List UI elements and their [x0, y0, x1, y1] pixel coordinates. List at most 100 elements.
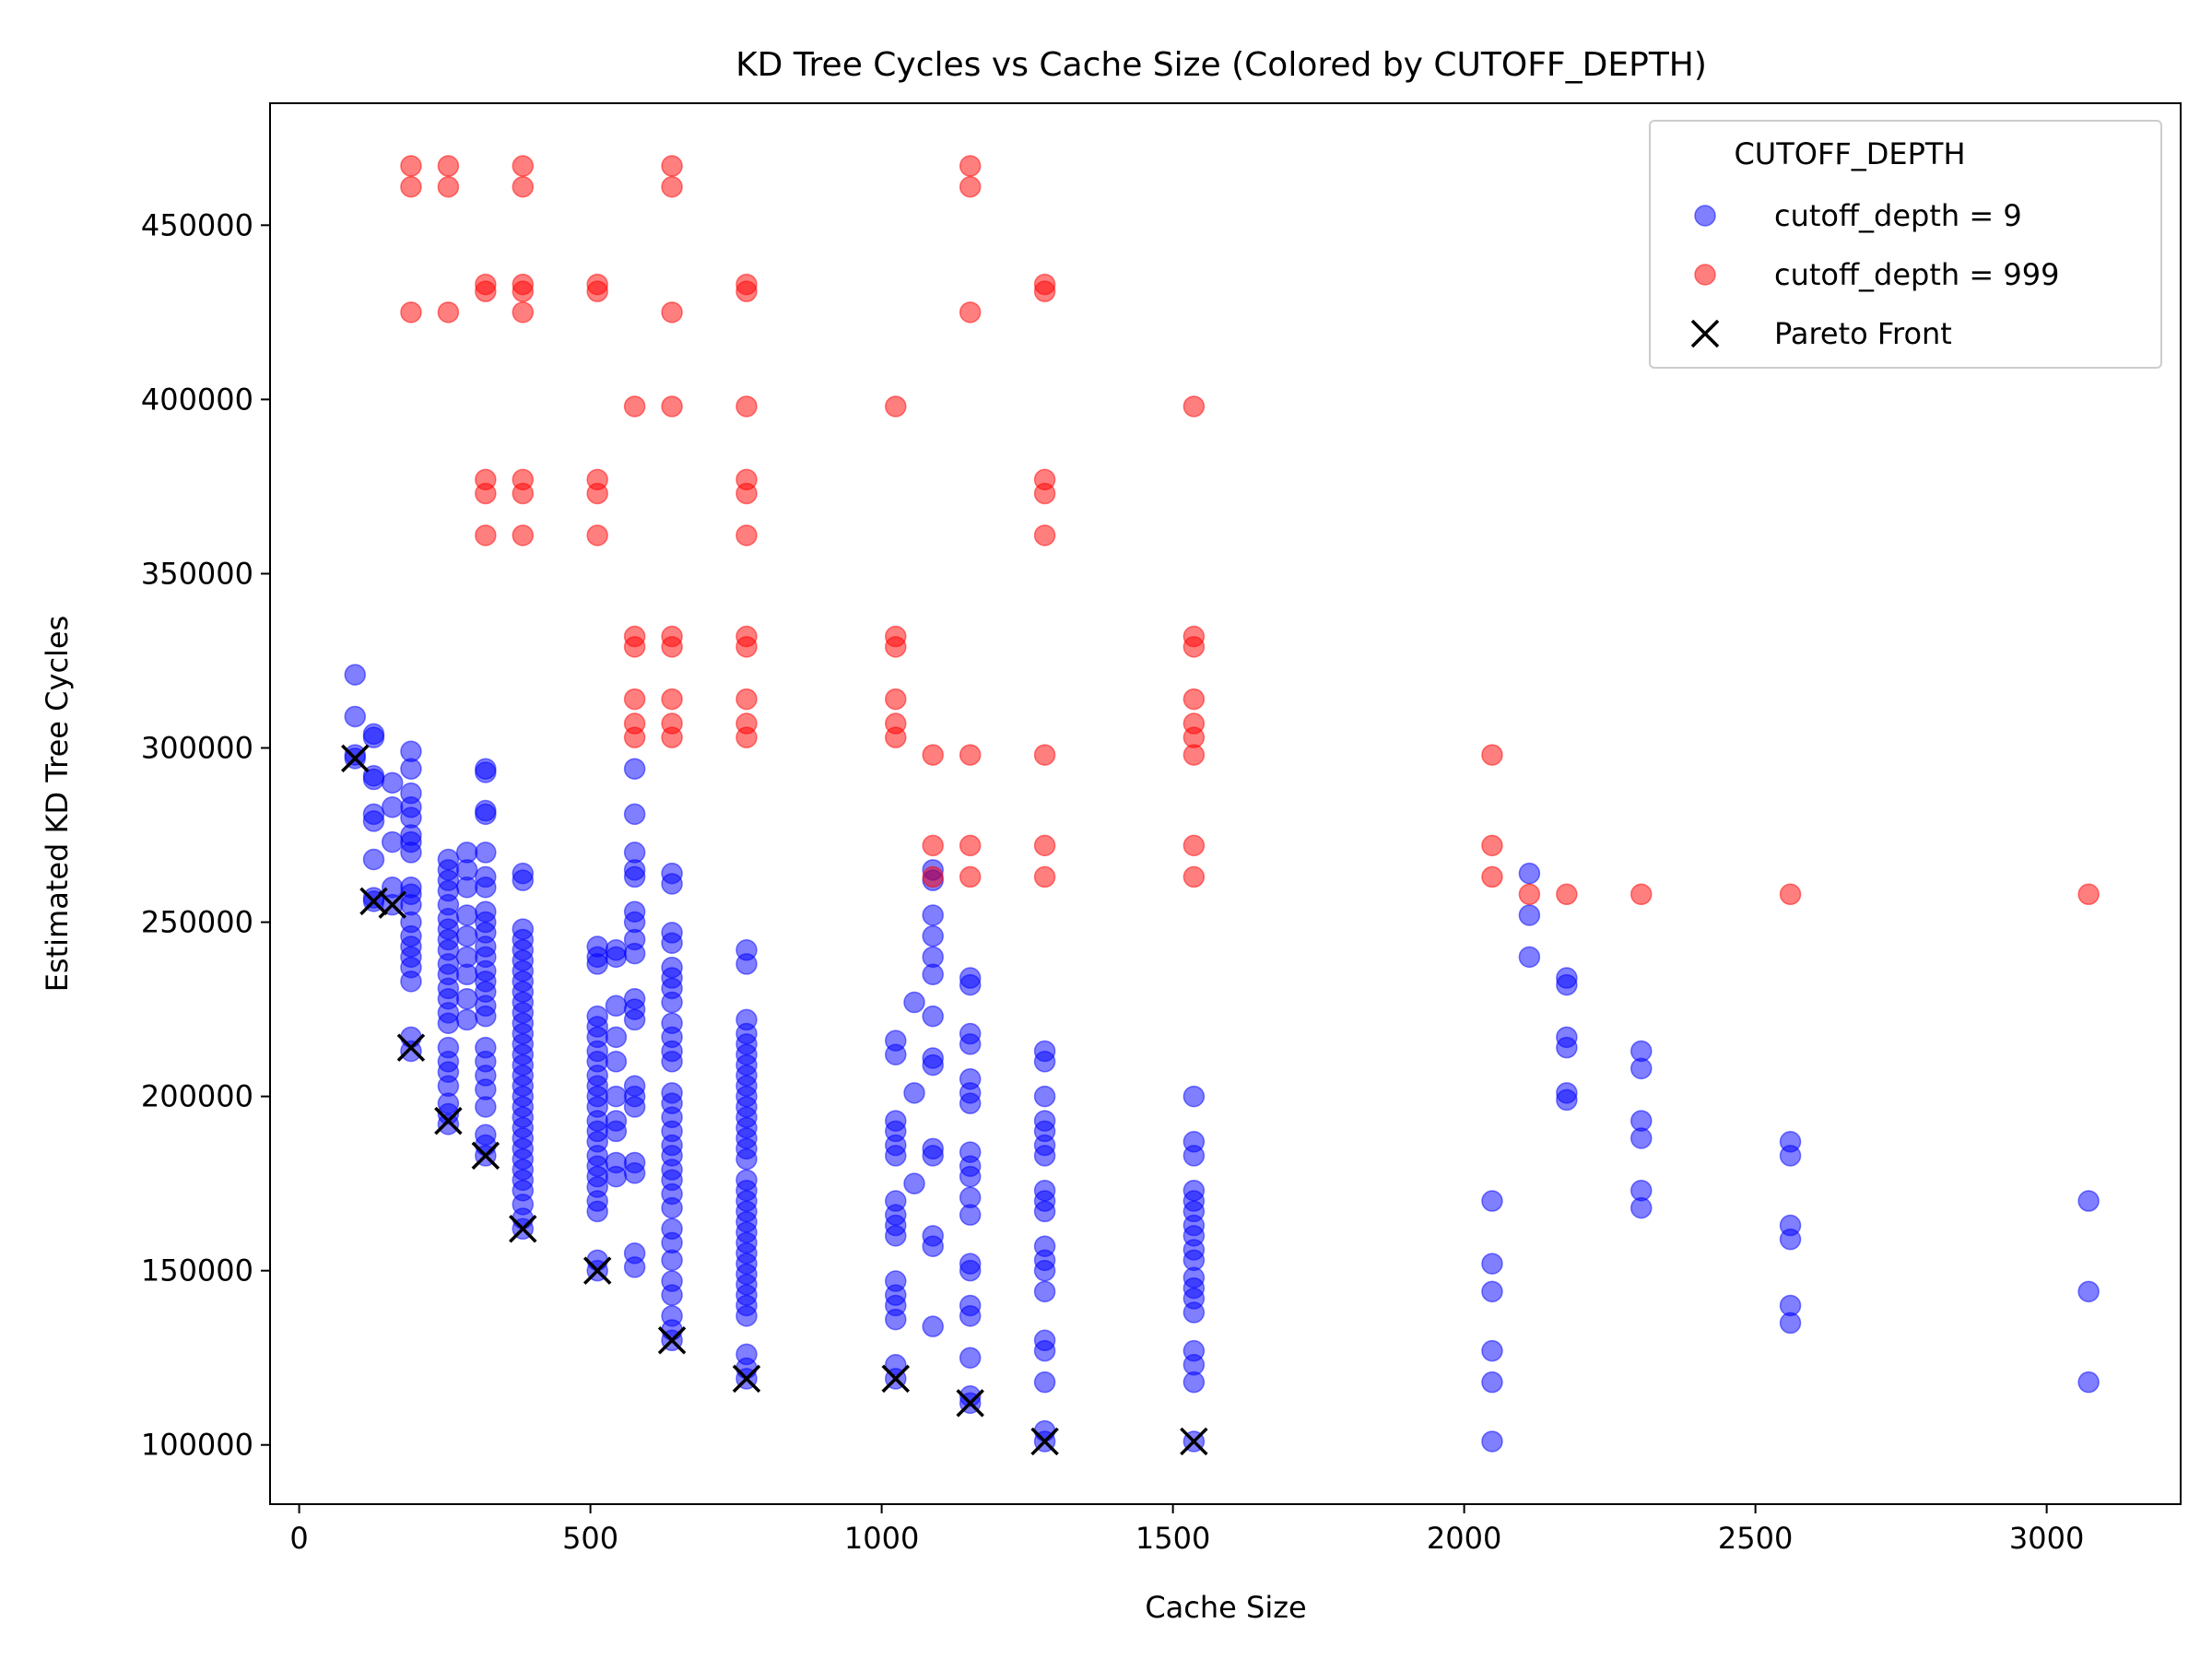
- data-point: [623, 688, 646, 711]
- data-point: [1033, 482, 1056, 505]
- data-point: [1033, 744, 1056, 766]
- data-point: [1481, 744, 1503, 766]
- data-point: [623, 395, 646, 418]
- pareto-point-stroke: [378, 890, 406, 919]
- data-point: [623, 758, 646, 780]
- data-point: [735, 688, 758, 711]
- data-point: [344, 664, 367, 686]
- data-point: [623, 865, 646, 888]
- pareto-point: [881, 1364, 911, 1394]
- pareto-point-stroke: [396, 1033, 426, 1062]
- data-point: [1033, 1085, 1056, 1108]
- data-point: [1033, 1259, 1056, 1282]
- x-tick-label: 3000: [2009, 1521, 2084, 1556]
- data-point: [475, 803, 497, 826]
- data-point: [661, 301, 683, 324]
- data-point: [1481, 1339, 1503, 1362]
- x-axis: 0 500 1000 1500 2000 2500 3000: [289, 1504, 2084, 1556]
- data-point: [922, 834, 944, 857]
- data-point: [1481, 834, 1503, 857]
- data-point: [1481, 1371, 1503, 1394]
- legend-label-cutoff-999: cutoff_depth = 999: [1774, 257, 2059, 292]
- series-pareto-front: [341, 744, 1208, 1456]
- pareto-point: [657, 1326, 687, 1355]
- data-point: [1182, 395, 1206, 418]
- y-axis: 100000 150000 200000 250000 300000 350000 4000…: [141, 207, 270, 1463]
- data-point: [922, 924, 944, 947]
- y-axis-label: Estimated KD Tree Cycles: [40, 616, 75, 993]
- pareto-point: [732, 1364, 761, 1394]
- data-point: [605, 1165, 628, 1188]
- data-point: [959, 1259, 982, 1282]
- data-point: [959, 1165, 982, 1188]
- data-point: [1033, 1200, 1056, 1223]
- pareto-point-stroke: [434, 1106, 463, 1135]
- data-point: [1182, 688, 1206, 711]
- data-point: [1033, 280, 1056, 302]
- pareto-point-stroke: [657, 1326, 687, 1355]
- data-point: [475, 1005, 497, 1028]
- data-point: [735, 953, 758, 975]
- data-point: [1033, 1280, 1056, 1303]
- y-tick-label: 100000: [141, 1428, 253, 1463]
- data-point: [1630, 883, 1653, 906]
- pareto-point-stroke: [1030, 1427, 1059, 1456]
- data-point: [1182, 1085, 1206, 1108]
- pareto-point-stroke: [732, 1364, 761, 1394]
- legend-x-mark-stroke: [1690, 319, 1720, 348]
- data-point: [586, 524, 608, 547]
- x-tick-label: 0: [289, 1521, 308, 1556]
- data-point: [1481, 1190, 1503, 1212]
- data-point: [400, 175, 422, 198]
- data-point: [661, 1284, 683, 1306]
- pareto-point-stroke: [341, 744, 370, 773]
- data-point: [885, 726, 907, 748]
- data-point: [605, 994, 628, 1018]
- data-point: [959, 1204, 982, 1226]
- data-point: [362, 726, 385, 748]
- legend-box: [1649, 120, 2162, 369]
- data-point: [1518, 883, 1541, 906]
- data-point: [605, 1120, 628, 1143]
- pareto-point-stroke: [509, 1215, 537, 1243]
- chart-title: KD Tree Cycles vs Cache Size (Colored by…: [735, 46, 1707, 84]
- data-point: [922, 1005, 944, 1028]
- data-point: [1182, 1301, 1206, 1324]
- data-point: [623, 1096, 646, 1118]
- data-point: [661, 1196, 683, 1219]
- data-point: [455, 1008, 478, 1031]
- pareto-point-stroke: [956, 1389, 984, 1418]
- pareto-point: [1030, 1427, 1059, 1456]
- data-point: [1779, 1228, 1802, 1251]
- data-point: [922, 1235, 944, 1257]
- data-point: [400, 841, 422, 864]
- data-point: [475, 1096, 497, 1118]
- data-point: [362, 848, 385, 871]
- data-point: [735, 524, 758, 547]
- data-point: [922, 904, 944, 926]
- data-point: [959, 1347, 982, 1369]
- data-point: [1556, 973, 1578, 996]
- data-point: [661, 395, 683, 418]
- x-axis-label: Cache Size: [1145, 1590, 1306, 1625]
- data-point: [922, 1053, 944, 1077]
- data-point: [735, 1147, 758, 1171]
- plot-area: [341, 155, 2100, 1456]
- data-point: [903, 991, 925, 1014]
- legend-label-pareto: Pareto Front: [1774, 316, 1952, 351]
- pareto-point: [956, 1389, 984, 1418]
- data-point: [455, 963, 478, 986]
- data-point: [2077, 1280, 2100, 1303]
- y-tick-label: 300000: [141, 731, 253, 766]
- data-point: [455, 876, 478, 899]
- data-point: [959, 973, 982, 996]
- data-point: [735, 1305, 758, 1327]
- pareto-point-stroke: [582, 1256, 612, 1285]
- pareto-point: [471, 1141, 500, 1171]
- data-point: [1182, 1371, 1206, 1394]
- data-point: [1779, 883, 1802, 906]
- data-point: [1779, 1312, 1802, 1335]
- data-point: [623, 803, 646, 826]
- data-point: [2077, 1190, 2100, 1212]
